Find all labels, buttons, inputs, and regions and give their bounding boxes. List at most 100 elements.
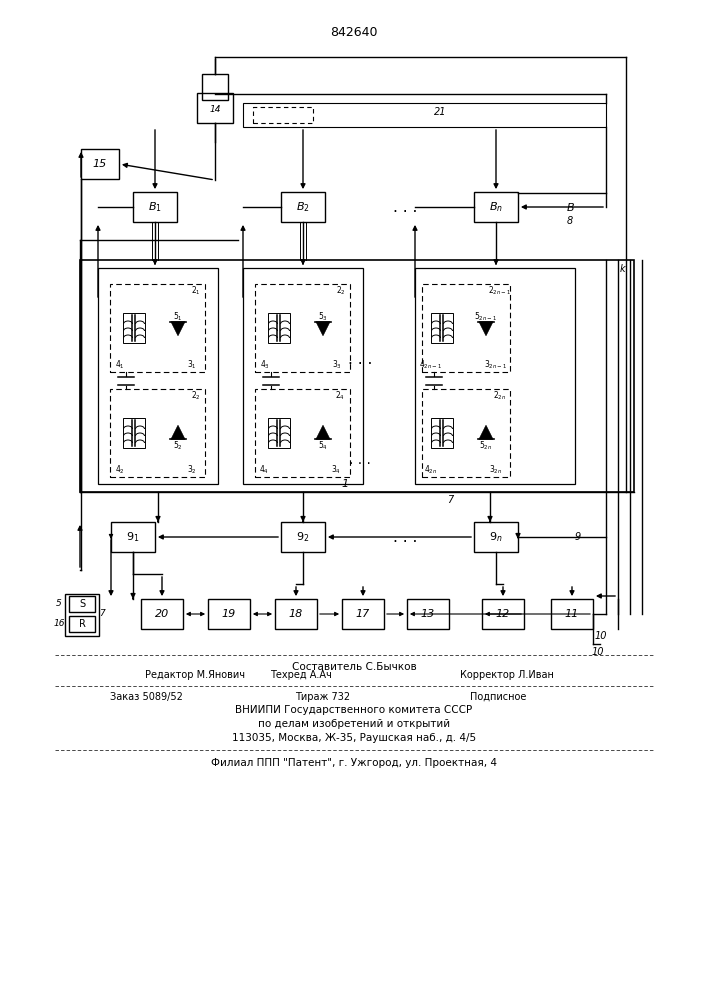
Text: Техред А.Ач: Техред А.Ач bbox=[270, 670, 332, 680]
Text: $5_{2n-1}$: $5_{2n-1}$ bbox=[474, 311, 498, 323]
Text: 9: 9 bbox=[575, 532, 581, 542]
Bar bbox=[422, 389, 510, 477]
Text: $3_{2n}$: $3_{2n}$ bbox=[489, 464, 503, 476]
Text: 10: 10 bbox=[595, 631, 607, 641]
Polygon shape bbox=[479, 322, 493, 336]
Bar bbox=[80, 260, 634, 492]
Bar bbox=[482, 599, 524, 629]
Bar bbox=[123, 313, 145, 343]
Bar bbox=[111, 522, 155, 552]
Text: $4_2$: $4_2$ bbox=[115, 464, 124, 476]
Text: Заказ 5089/52: Заказ 5089/52 bbox=[110, 692, 183, 702]
Bar bbox=[431, 418, 453, 448]
Text: . . .: . . . bbox=[393, 530, 417, 544]
Bar bbox=[268, 313, 290, 343]
Bar bbox=[474, 522, 518, 552]
Text: 11: 11 bbox=[565, 609, 579, 619]
Text: $4_{2n-1}$: $4_{2n-1}$ bbox=[419, 359, 443, 371]
Text: $4_4$: $4_4$ bbox=[259, 464, 269, 476]
Text: 842640: 842640 bbox=[330, 25, 378, 38]
Bar bbox=[275, 599, 317, 629]
Text: . . .: . . . bbox=[349, 453, 371, 467]
Text: $2_4$: $2_4$ bbox=[336, 390, 346, 402]
Text: 21: 21 bbox=[434, 107, 446, 117]
Text: 15: 15 bbox=[93, 159, 107, 169]
Bar bbox=[69, 596, 95, 612]
Text: . . .: . . . bbox=[393, 200, 417, 215]
Text: $4_1$: $4_1$ bbox=[115, 359, 124, 371]
Bar bbox=[98, 268, 218, 484]
Bar bbox=[281, 522, 325, 552]
Bar bbox=[281, 192, 325, 222]
Bar bbox=[253, 107, 313, 123]
Text: 12: 12 bbox=[496, 609, 510, 619]
Text: $9_n$: $9_n$ bbox=[489, 530, 503, 544]
Text: 8: 8 bbox=[567, 216, 573, 226]
Text: $2_{2n-1}$: $2_{2n-1}$ bbox=[489, 285, 512, 297]
Text: $\mathit{B}_1$: $\mathit{B}_1$ bbox=[148, 200, 162, 214]
Text: $2_{2n}$: $2_{2n}$ bbox=[493, 390, 507, 402]
Text: $2_2$: $2_2$ bbox=[191, 390, 200, 402]
Bar bbox=[110, 389, 206, 477]
Text: S: S bbox=[79, 599, 85, 609]
Text: $2_2$: $2_2$ bbox=[336, 285, 346, 297]
Bar bbox=[208, 599, 250, 629]
Text: 19: 19 bbox=[222, 609, 236, 619]
Text: 17: 17 bbox=[356, 609, 370, 619]
Text: $\mathit{B}$: $\mathit{B}$ bbox=[566, 201, 575, 213]
Text: $3_2$: $3_2$ bbox=[187, 464, 197, 476]
Text: $5_{2n}$: $5_{2n}$ bbox=[479, 440, 493, 452]
Text: ВНИИПИ Государственного комитета СССР: ВНИИПИ Государственного комитета СССР bbox=[235, 705, 472, 715]
Text: $\mathit{k}$: $\mathit{k}$ bbox=[619, 262, 627, 274]
Text: 1: 1 bbox=[341, 479, 349, 489]
Text: $2_1$: $2_1$ bbox=[191, 285, 200, 297]
Bar bbox=[243, 103, 606, 127]
Text: 20: 20 bbox=[155, 609, 169, 619]
Text: $\mathit{B}_2$: $\mathit{B}_2$ bbox=[296, 200, 310, 214]
Bar bbox=[141, 599, 183, 629]
Text: Подписное: Подписное bbox=[470, 692, 527, 702]
Text: 16: 16 bbox=[53, 619, 65, 629]
Text: $3_4$: $3_4$ bbox=[332, 464, 341, 476]
Bar bbox=[431, 313, 453, 343]
Bar bbox=[342, 599, 384, 629]
Polygon shape bbox=[171, 322, 185, 336]
Text: по делам изобретений и открытий: по делам изобретений и открытий bbox=[258, 719, 450, 729]
Text: $3_{2n-1}$: $3_{2n-1}$ bbox=[484, 359, 508, 371]
Text: Редактор М.Янович: Редактор М.Янович bbox=[145, 670, 245, 680]
Text: R: R bbox=[78, 619, 86, 629]
Text: 5: 5 bbox=[56, 599, 62, 608]
Bar bbox=[69, 616, 95, 632]
Bar bbox=[202, 74, 228, 100]
Bar bbox=[474, 192, 518, 222]
Text: 18: 18 bbox=[289, 609, 303, 619]
Bar bbox=[81, 149, 119, 179]
Bar bbox=[407, 599, 449, 629]
Bar bbox=[133, 192, 177, 222]
Text: Составитель С.Бычков: Составитель С.Бычков bbox=[291, 662, 416, 672]
Text: 10: 10 bbox=[592, 647, 604, 657]
Text: $4_{2n}$: $4_{2n}$ bbox=[424, 464, 438, 476]
Polygon shape bbox=[316, 322, 330, 336]
Text: $5_4$: $5_4$ bbox=[318, 440, 328, 452]
Polygon shape bbox=[171, 425, 185, 439]
Bar bbox=[65, 594, 99, 636]
Text: Корректор Л.Иван: Корректор Л.Иван bbox=[460, 670, 554, 680]
Bar bbox=[243, 268, 363, 484]
Text: $3_3$: $3_3$ bbox=[332, 359, 341, 371]
Bar bbox=[197, 93, 233, 123]
Bar bbox=[268, 418, 290, 448]
Bar bbox=[123, 418, 145, 448]
Text: $\mathit{B}_n$: $\mathit{B}_n$ bbox=[489, 200, 503, 214]
Text: $4_3$: $4_3$ bbox=[259, 359, 269, 371]
Text: 13: 13 bbox=[421, 609, 435, 619]
Text: Филиал ППП "Патент", г. Ужгород, ул. Проектная, 4: Филиал ППП "Патент", г. Ужгород, ул. Про… bbox=[211, 758, 497, 768]
Text: 113035, Москва, Ж-35, Раушская наб., д. 4/5: 113035, Москва, Ж-35, Раушская наб., д. … bbox=[232, 733, 476, 743]
Bar bbox=[422, 284, 510, 372]
Text: $9_2$: $9_2$ bbox=[296, 530, 310, 544]
Bar bbox=[255, 389, 351, 477]
Text: 14: 14 bbox=[209, 104, 221, 113]
Text: $5_2$: $5_2$ bbox=[173, 440, 183, 452]
Text: Тираж 732: Тираж 732 bbox=[295, 692, 350, 702]
Text: $5_3$: $5_3$ bbox=[318, 311, 328, 323]
